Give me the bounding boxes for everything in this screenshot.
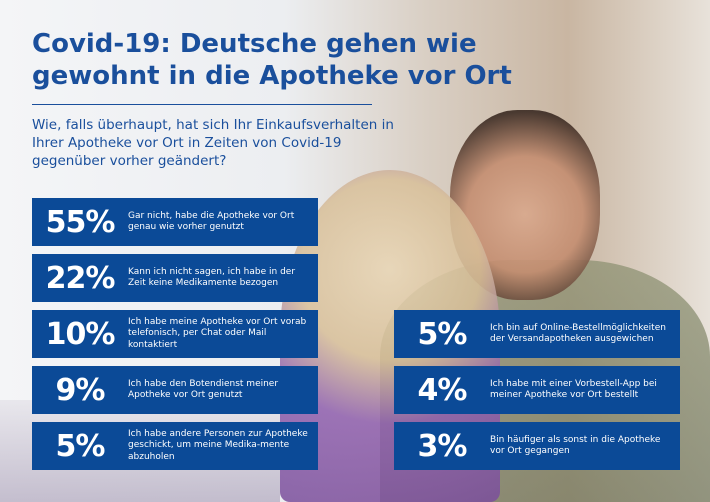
stat-text: Ich habe andere Personen zur Apotheke ge… [128, 428, 308, 462]
stat-text: Ich habe mit einer Vorbestell-App bei me… [490, 378, 657, 401]
stat-value: 4% [417, 372, 468, 408]
stat-text: Kann ich nicht sagen, ich habe in der Ze… [128, 266, 296, 289]
survey-question: Wie, falls überhaupt, hat sich Ihr Einka… [32, 117, 394, 169]
stat-value: 22% [45, 260, 116, 296]
stat-text: Gar nicht, habe die Apotheke vor Ort gen… [128, 210, 295, 233]
stat-value: 5% [55, 428, 106, 464]
stat-box: 3% Bin häufiger als sonst in die Apotheke… [394, 422, 680, 470]
stat-value: 9% [55, 372, 106, 408]
stat-value: 3% [417, 428, 468, 464]
stat-text: Ich habe meine Apotheke vor Ort vorab te… [128, 316, 307, 350]
stat-box: 5% Ich bin auf Online-Bestellmöglichkeite… [394, 310, 680, 358]
stat-text: Ich habe den Botendienst meiner Apotheke… [128, 378, 279, 401]
page-title: Covid-19: Deutsche gehen wie gewohnt in … [32, 29, 512, 91]
stat-box: 55% Gar nicht, habe die Apotheke vor Ort … [32, 198, 318, 246]
stat-box: 22% Kann ich nicht sagen, ich habe in der… [32, 254, 318, 302]
stat-box: 4% Ich habe mit einer Vorbestell-App bei … [394, 366, 680, 414]
stat-text: Ich bin auf Online-Bestellmöglichkeiten … [490, 322, 666, 345]
stat-box: 5% Ich habe andere Personen zur Apotheke … [32, 422, 318, 470]
stat-box: 9% Ich habe den Botendienst meiner Apothe… [32, 366, 318, 414]
stat-text: Bin häufiger als sonst in die Apotheke v… [490, 434, 661, 457]
title-divider [32, 104, 372, 105]
stat-box: 10% Ich habe meine Apotheke vor Ort vorab… [32, 310, 318, 358]
stat-value: 55% [45, 204, 116, 240]
stat-value: 5% [417, 316, 468, 352]
stat-value: 10% [45, 316, 116, 352]
